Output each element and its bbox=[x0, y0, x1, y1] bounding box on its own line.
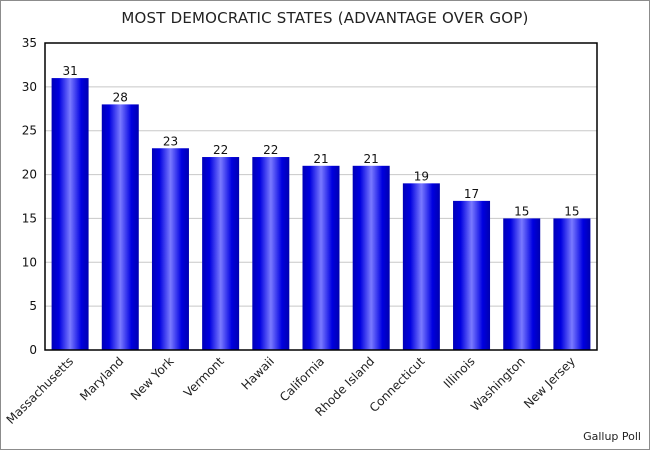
y-tick-label: 20 bbox=[22, 168, 37, 182]
data-label: 22 bbox=[213, 143, 228, 157]
bar bbox=[453, 200, 491, 350]
bar bbox=[503, 218, 541, 350]
bar bbox=[101, 104, 139, 351]
source-credit: Gallup Poll bbox=[583, 430, 641, 443]
data-label: 15 bbox=[514, 204, 529, 218]
x-tick-label: California bbox=[277, 354, 327, 404]
bar bbox=[202, 157, 240, 350]
x-tick-label: New Jersey bbox=[521, 354, 578, 411]
chart-title: MOST DEMOCRATIC STATES (ADVANTAGE OVER G… bbox=[121, 9, 529, 27]
y-tick-label: 30 bbox=[22, 80, 37, 94]
bar bbox=[553, 218, 591, 350]
bar bbox=[402, 183, 440, 350]
data-label: 23 bbox=[163, 134, 178, 148]
y-tick-label: 10 bbox=[22, 255, 37, 269]
x-tick-label: Vermont bbox=[181, 354, 227, 400]
data-label: 31 bbox=[62, 64, 77, 78]
bar bbox=[252, 157, 290, 350]
data-label: 15 bbox=[564, 204, 579, 218]
x-tick-label: Washington bbox=[468, 354, 528, 414]
data-label: 17 bbox=[464, 187, 479, 201]
plot-area-border bbox=[44, 42, 598, 351]
y-tick-label: 25 bbox=[22, 124, 37, 138]
x-tick-label: Hawaii bbox=[239, 354, 277, 392]
y-tick-label: 0 bbox=[29, 343, 37, 357]
data-label: 21 bbox=[364, 152, 379, 166]
x-tick-label: Massachusetts bbox=[4, 354, 77, 427]
y-tick-label: 35 bbox=[22, 36, 37, 50]
y-tick-label: 5 bbox=[29, 299, 37, 313]
bar bbox=[151, 148, 189, 350]
bar bbox=[352, 165, 390, 350]
bar bbox=[302, 165, 340, 350]
data-label: 28 bbox=[113, 90, 128, 104]
data-label: 19 bbox=[414, 169, 429, 183]
y-tick-label: 15 bbox=[22, 211, 37, 225]
data-label: 21 bbox=[313, 152, 328, 166]
x-tick-label: New York bbox=[128, 354, 177, 403]
x-tick-label: Illinois bbox=[441, 354, 478, 391]
bar bbox=[51, 78, 89, 350]
x-tick-label: Maryland bbox=[77, 354, 126, 403]
data-label: 22 bbox=[263, 143, 278, 157]
